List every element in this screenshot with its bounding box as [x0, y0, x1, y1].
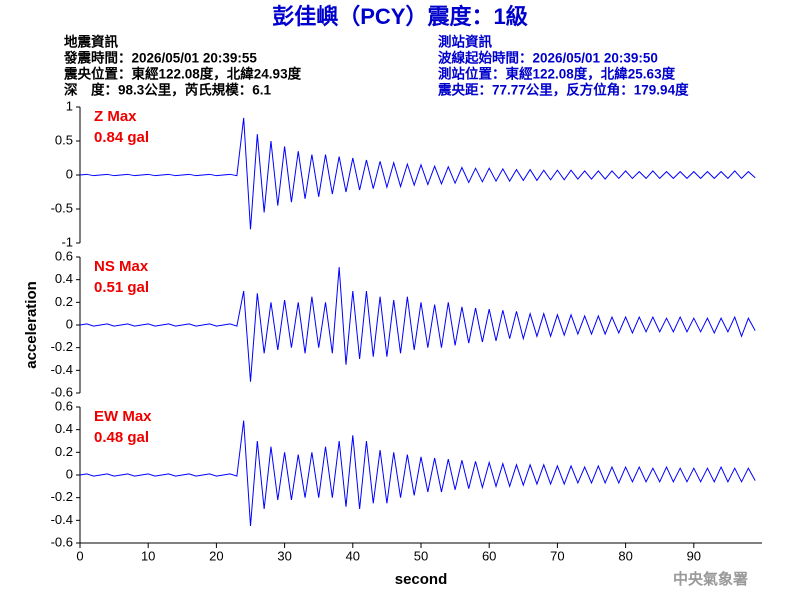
- x-tick-label: 50: [414, 548, 428, 563]
- x-tick-label: 30: [277, 548, 291, 563]
- y-tick-label: -0.6: [51, 534, 73, 549]
- y-tick-label: -0.4: [51, 362, 73, 377]
- info-line: 深 度：98.3公里，芮氏規模：6.1: [64, 82, 272, 98]
- y-tick-label: -0.4: [51, 512, 73, 527]
- info-line: 測站位置：東經122.08度，北緯25.63度: [438, 66, 676, 82]
- waveform: [79, 267, 756, 382]
- y-tick-label: -1: [61, 234, 73, 249]
- annotation: 0.84 gal: [94, 129, 149, 146]
- y-tick-label: 0.4: [55, 271, 73, 286]
- y-tick-label: 0: [66, 466, 73, 481]
- info-line: 測站資訊: [438, 34, 492, 50]
- y-tick-label: -0.2: [51, 339, 73, 354]
- y-tick-label: 0.2: [55, 294, 73, 309]
- x-tick-label: 20: [209, 548, 223, 563]
- y-tick-label: 0.6: [55, 248, 73, 263]
- x-tick-label: 40: [346, 548, 360, 563]
- info-line: 震央距：77.77公里，反方位角：179.94度: [437, 82, 689, 98]
- y-tick-label: 1: [66, 98, 73, 113]
- y-tick-label: -0.2: [51, 489, 73, 504]
- x-tick-label: 80: [618, 548, 632, 563]
- annotation: 0.48 gal: [94, 429, 149, 446]
- x-tick-label: 0: [76, 548, 83, 563]
- y-tick-label: 0.5: [55, 132, 73, 147]
- chart-title: 彭佳嶼（PCY）震度：1級: [272, 4, 527, 29]
- annotation: EW Max: [94, 408, 152, 425]
- x-tick-label: 10: [141, 548, 155, 563]
- y-tick-label: 0: [66, 316, 73, 331]
- annotation: Z Max: [94, 108, 137, 125]
- y-axis-label: acceleration: [23, 281, 40, 369]
- y-tick-label: 0.2: [55, 444, 73, 459]
- info-line: 波線起始時間：2026/05/01 20:39:50: [438, 50, 658, 66]
- x-tick-label: 70: [550, 548, 564, 563]
- annotation: NS Max: [94, 258, 149, 275]
- info-line: 發震時間：2026/05/01 20:39:55: [63, 50, 257, 66]
- info-line: 地震資訊: [64, 34, 118, 50]
- y-tick-label: -0.5: [51, 200, 73, 215]
- x-tick-label: 90: [687, 548, 701, 563]
- waveform: [79, 420, 756, 527]
- y-tick-label: 0: [66, 166, 73, 181]
- waveform: [79, 117, 756, 230]
- annotation: 0.51 gal: [94, 279, 149, 296]
- y-tick-label: 0.4: [55, 421, 73, 436]
- x-axis-label: second: [395, 571, 448, 588]
- y-tick-label: -0.6: [51, 384, 73, 399]
- y-tick-label: 0.6: [55, 398, 73, 413]
- footer: 中央氣象署: [673, 570, 748, 588]
- info-line: 震央位置：東經122.08度，北緯24.93度: [63, 66, 302, 82]
- x-tick-label: 60: [482, 548, 496, 563]
